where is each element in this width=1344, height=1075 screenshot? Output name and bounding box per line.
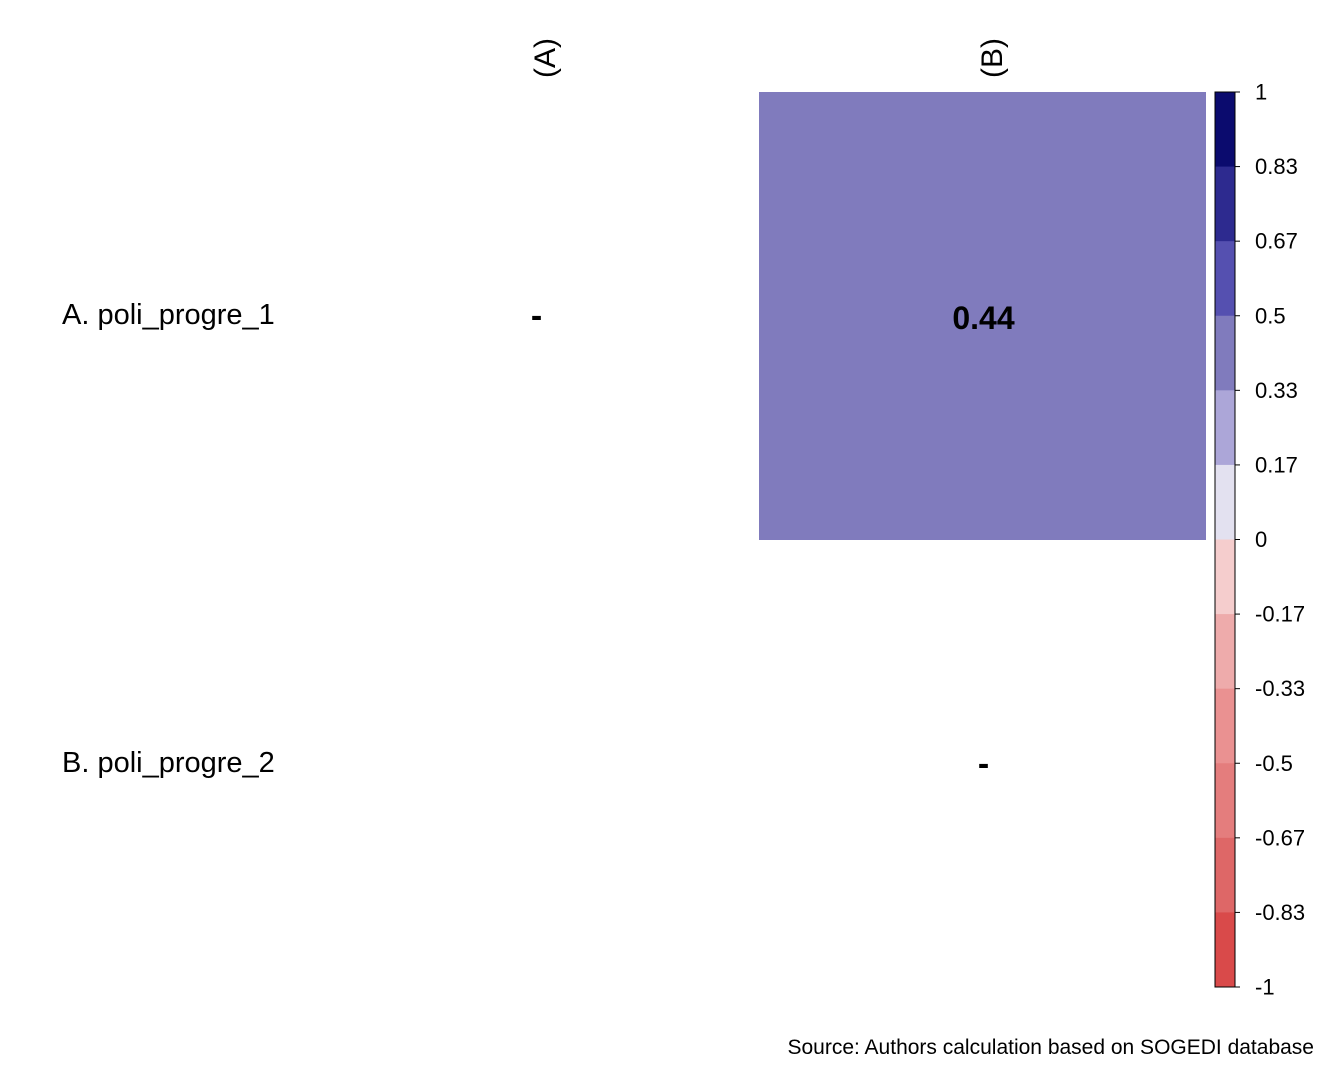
column-label: (A) [529, 38, 562, 78]
colorbar-tick-label: 0.5 [1255, 303, 1286, 328]
cell-value-label: 0.44 [952, 300, 1014, 336]
column-label: (B) [976, 38, 1009, 78]
colorbar-bin [1215, 688, 1235, 764]
colorbar-tick-label: -0.67 [1255, 825, 1305, 850]
source-caption: Source: Authors calculation based on SOG… [787, 1036, 1315, 1059]
cell-dash-label: - [978, 745, 989, 783]
colorbar-tick-label: 0.67 [1255, 229, 1298, 254]
colorbar-tick-label: 0.83 [1255, 154, 1298, 179]
row-label: B. poli_progre_2 [62, 747, 275, 779]
heatmap-cell-labels: - 0.44 - [531, 297, 1015, 783]
colorbar-bin [1215, 92, 1235, 168]
cell-dash-label: - [531, 297, 542, 335]
colorbar-tick-label: 0.17 [1255, 452, 1298, 477]
colorbar-bin [1215, 539, 1235, 615]
colorbar-tick-label: -0.33 [1255, 676, 1305, 701]
colorbar [1214, 91, 1236, 988]
colorbar-bin [1215, 837, 1235, 913]
colorbar-tick-label: 0 [1255, 527, 1267, 552]
colorbar-bin [1215, 614, 1235, 690]
colorbar-bin [1215, 464, 1235, 540]
row-labels: A. poli_progre_1 B. poli_progre_2 [62, 299, 275, 779]
colorbar-tick-label: 0.33 [1255, 378, 1298, 403]
column-labels: (A) (B) [529, 38, 1009, 78]
row-label: A. poli_progre_1 [62, 299, 275, 331]
colorbar-tick-labels: 1 0.83 0.67 0.5 0.33 0.17 0 -0.17 -0.33 -0.5 -0.67… [1235, 80, 1305, 1000]
colorbar-tick-label: -0.17 [1255, 602, 1305, 627]
colorbar-tick-label: -0.83 [1255, 900, 1305, 925]
heatmap-cells [759, 92, 1206, 540]
colorbar-tick-label: -0.5 [1255, 751, 1293, 776]
colorbar-tick-label: 1 [1255, 80, 1267, 105]
heatmap-cell [759, 92, 1206, 540]
colorbar-bin [1215, 166, 1235, 242]
colorbar-tick-label: -1 [1255, 975, 1275, 1000]
colorbar-bin [1215, 390, 1235, 466]
colorbar-bin [1215, 241, 1235, 317]
colorbar-bin [1215, 315, 1235, 391]
colorbar-bin [1215, 912, 1235, 988]
colorbar-bin [1215, 763, 1235, 839]
